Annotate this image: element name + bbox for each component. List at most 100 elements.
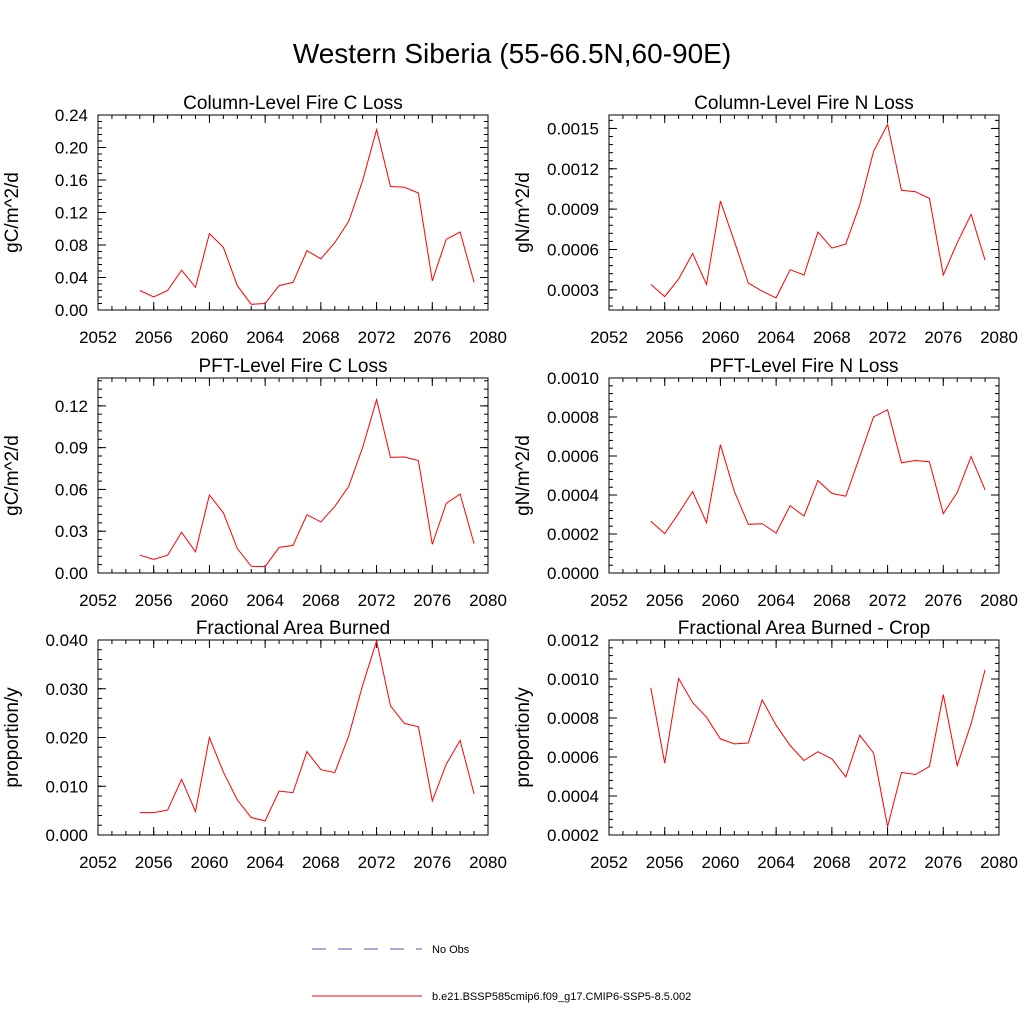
- legend: No Obs b.e21.BSSP585cmip6.f09_g17.CMIP6-…: [312, 944, 691, 1003]
- page-title: Western Siberia (55-66.5N,60-90E): [292, 38, 732, 69]
- x-tick-label: 2060: [702, 328, 740, 347]
- plot-frame: [97, 114, 489, 311]
- y-tick-label: 0.06: [55, 480, 88, 499]
- y-tick-label: 0.20: [55, 139, 88, 158]
- x-tick-label: 2080: [980, 328, 1018, 347]
- plot-frame: [608, 377, 1000, 574]
- x-tick-label: 2072: [358, 328, 396, 347]
- x-tick-label: 2068: [813, 328, 851, 347]
- y-tick-label: 0.000: [45, 826, 88, 845]
- y-tick-label: 0.00: [55, 301, 88, 320]
- plot-frame: [608, 639, 1000, 836]
- series-line: [139, 127, 475, 305]
- y-tick-label: 0.0006: [547, 447, 599, 466]
- x-tick-label: 2052: [590, 853, 628, 872]
- series-line: [139, 397, 475, 568]
- x-tick-label: 2076: [924, 328, 962, 347]
- plot-frame: [97, 639, 489, 836]
- y-tick-label: 0.0010: [547, 369, 599, 388]
- x-tick-label: 2072: [869, 853, 907, 872]
- chart-panel-6: Fractional Area Burned - Crop proportion/…: [513, 618, 1018, 872]
- y-tick-label: 0.04: [55, 269, 88, 288]
- x-tick-label: 2052: [590, 328, 628, 347]
- y-tick-label: 0.08: [55, 236, 88, 255]
- y-tick-label: 0.0002: [547, 826, 599, 845]
- y-tick-label: 0.0002: [547, 525, 599, 544]
- x-tick-label: 2060: [191, 591, 229, 610]
- legend-obs-label: No Obs: [432, 944, 470, 956]
- y-tick-label: 0.0015: [547, 119, 599, 138]
- chart-panels: Column-Level Fire C Loss gC/m^2/d 2052 2056…: [2, 93, 1018, 872]
- y-tick-label: 0.030: [45, 680, 88, 699]
- series-line: [650, 122, 986, 299]
- x-tick-label: 2064: [246, 853, 284, 872]
- y-tick-label: 0.0006: [547, 240, 599, 259]
- y-tick-label: 0.0009: [547, 200, 599, 219]
- x-tick-label: 2060: [702, 853, 740, 872]
- x-tick-label: 2072: [869, 328, 907, 347]
- series-line: [650, 669, 986, 827]
- panel-title: PFT-Level Fire C Loss: [199, 356, 388, 377]
- x-tick-label: 2068: [813, 591, 851, 610]
- y-tick-label: 0.12: [55, 204, 88, 223]
- y-tick-label: 0.0008: [547, 408, 599, 427]
- y-tick-label: 0.020: [45, 729, 88, 748]
- x-tick-label: 2052: [79, 591, 117, 610]
- x-tick-label: 2076: [413, 853, 451, 872]
- x-tick-label: 2064: [757, 328, 795, 347]
- x-tick-label: 2072: [869, 591, 907, 610]
- y-axis-label: gC/m^2/d: [2, 435, 23, 516]
- y-axis-label: gN/m^2/d: [513, 172, 534, 253]
- plot-frame: [97, 377, 489, 574]
- y-tick-label: 0.12: [55, 397, 88, 416]
- chart-panel-3: PFT-Level Fire C Loss gC/m^2/d 2052 2056 206…: [2, 356, 507, 610]
- y-tick-label: 0.03: [55, 522, 88, 541]
- x-tick-label: 2060: [702, 591, 740, 610]
- panel-title: Column-Level Fire C Loss: [183, 93, 403, 114]
- x-tick-label: 2068: [302, 591, 340, 610]
- y-tick-label: 0.0000: [547, 564, 599, 583]
- x-tick-label: 2064: [757, 853, 795, 872]
- x-tick-label: 2052: [79, 328, 117, 347]
- x-tick-label: 2056: [646, 328, 684, 347]
- x-tick-label: 2076: [413, 328, 451, 347]
- x-tick-label: 2080: [980, 591, 1018, 610]
- y-tick-label: 0.0008: [547, 709, 599, 728]
- x-tick-label: 2080: [980, 853, 1018, 872]
- y-tick-label: 0.09: [55, 439, 88, 458]
- x-tick-label: 2056: [135, 328, 173, 347]
- y-tick-label: 0.0004: [547, 787, 599, 806]
- x-tick-label: 2068: [302, 328, 340, 347]
- x-tick-label: 2060: [191, 853, 229, 872]
- y-tick-label: 0.010: [45, 777, 88, 796]
- x-tick-label: 2056: [135, 853, 173, 872]
- chart-panel-5: Fractional Area Burned proportion/y 2052 20…: [2, 618, 507, 872]
- x-tick-label: 2080: [469, 853, 507, 872]
- y-tick-label: 0.24: [55, 106, 88, 125]
- plot-frame: [608, 114, 1000, 311]
- y-axis-label: gN/m^2/d: [513, 435, 534, 516]
- y-tick-label: 0.0006: [547, 748, 599, 767]
- x-tick-label: 2056: [135, 591, 173, 610]
- x-tick-label: 2052: [79, 853, 117, 872]
- x-tick-label: 2076: [413, 591, 451, 610]
- x-tick-label: 2060: [191, 328, 229, 347]
- y-axis-label: proportion/y: [2, 687, 23, 788]
- x-tick-label: 2080: [469, 328, 507, 347]
- x-tick-label: 2076: [924, 853, 962, 872]
- legend-model-label: b.e21.BSSP585cmip6.f09_g17.CMIP6-SSP5-8.…: [432, 991, 691, 1003]
- x-tick-label: 2068: [302, 853, 340, 872]
- x-tick-label: 2056: [646, 853, 684, 872]
- series-line: [139, 639, 475, 822]
- chart-panel-1: Column-Level Fire C Loss gC/m^2/d 2052 2056…: [2, 93, 507, 347]
- panel-title: Fractional Area Burned - Crop: [678, 618, 930, 639]
- x-tick-label: 2068: [813, 853, 851, 872]
- x-tick-label: 2064: [246, 328, 284, 347]
- chart-panel-2: Column-Level Fire N Loss gN/m^2/d 2052 2056…: [513, 93, 1018, 347]
- x-tick-label: 2072: [358, 591, 396, 610]
- y-tick-label: 0.0010: [547, 670, 599, 689]
- chart-panel-4: PFT-Level Fire N Loss gN/m^2/d 2052 2056 206…: [513, 356, 1018, 610]
- x-tick-label: 2076: [924, 591, 962, 610]
- x-tick-label: 2072: [358, 853, 396, 872]
